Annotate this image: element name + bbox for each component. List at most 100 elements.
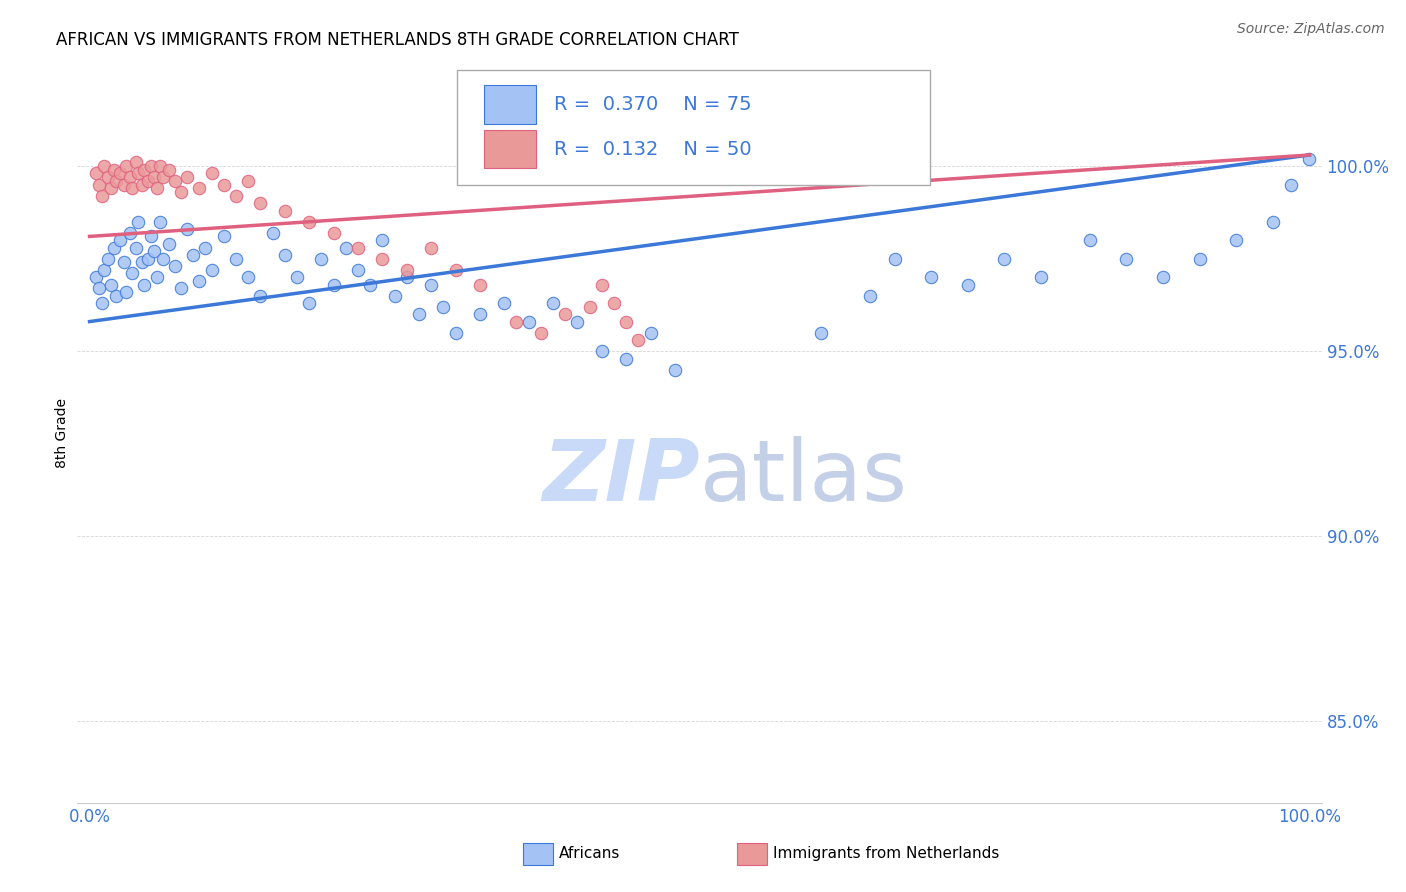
Point	[112, 178, 135, 192]
Point	[127, 214, 149, 228]
Point	[273, 248, 295, 262]
Point	[371, 252, 394, 266]
Point	[273, 203, 295, 218]
Point	[125, 155, 148, 169]
Point	[322, 277, 344, 292]
Point	[89, 178, 111, 192]
Text: R =  0.370    N = 75: R = 0.370 N = 75	[554, 95, 752, 114]
Point	[1115, 252, 1137, 266]
Point	[145, 270, 167, 285]
Point	[505, 315, 527, 329]
Text: Immigrants from Netherlands: Immigrants from Netherlands	[773, 847, 1000, 862]
Point	[640, 326, 662, 340]
Text: AFRICAN VS IMMIGRANTS FROM NETHERLANDS 8TH GRADE CORRELATION CHART: AFRICAN VS IMMIGRANTS FROM NETHERLANDS 8…	[56, 31, 740, 49]
Point	[444, 262, 467, 277]
Point	[225, 252, 247, 266]
Point	[152, 252, 174, 266]
Point	[89, 281, 111, 295]
Point	[322, 226, 344, 240]
Point	[131, 255, 153, 269]
Point	[249, 196, 271, 211]
Point	[1152, 270, 1174, 285]
Point	[143, 170, 166, 185]
Text: ZIP: ZIP	[541, 435, 700, 518]
Point	[347, 262, 370, 277]
Point	[115, 159, 138, 173]
Point	[188, 274, 211, 288]
Point	[249, 288, 271, 302]
Point	[136, 252, 159, 266]
Point	[347, 241, 370, 255]
Point	[614, 351, 637, 366]
Point	[420, 241, 443, 255]
Point	[163, 259, 186, 273]
Point	[236, 270, 259, 285]
Point	[157, 236, 180, 251]
Point	[420, 277, 443, 292]
Point	[118, 226, 141, 240]
Point	[432, 300, 454, 314]
Point	[408, 307, 430, 321]
Point	[311, 252, 333, 266]
Point	[188, 181, 211, 195]
Point	[395, 262, 418, 277]
Point	[285, 270, 308, 285]
Point	[194, 241, 217, 255]
Point	[176, 170, 198, 185]
Point	[1188, 252, 1211, 266]
Point	[103, 241, 125, 255]
Point	[176, 222, 198, 236]
Point	[541, 296, 564, 310]
Point	[170, 281, 193, 295]
Text: R =  0.132    N = 50: R = 0.132 N = 50	[554, 139, 752, 159]
Point	[468, 277, 491, 292]
Point	[105, 174, 128, 188]
Point	[1298, 152, 1320, 166]
Point	[1279, 178, 1302, 192]
Point	[115, 285, 138, 299]
Point	[591, 344, 613, 359]
Point	[567, 315, 589, 329]
Point	[627, 333, 650, 347]
Point	[181, 248, 204, 262]
Point	[262, 226, 284, 240]
Point	[97, 170, 120, 185]
Text: Source: ZipAtlas.com: Source: ZipAtlas.com	[1237, 22, 1385, 37]
Point	[149, 214, 172, 228]
Point	[468, 307, 491, 321]
Point	[90, 188, 112, 202]
Point	[371, 233, 394, 247]
Point	[93, 262, 115, 277]
Point	[131, 178, 153, 192]
Point	[121, 267, 143, 281]
Y-axis label: 8th Grade: 8th Grade	[55, 398, 69, 467]
Point	[149, 159, 172, 173]
Point	[384, 288, 406, 302]
Point	[212, 178, 235, 192]
Point	[883, 252, 905, 266]
Point	[517, 315, 540, 329]
Point	[298, 296, 321, 310]
Point	[93, 159, 115, 173]
FancyBboxPatch shape	[484, 130, 537, 169]
Point	[200, 167, 222, 181]
Point	[170, 185, 193, 199]
Point	[444, 326, 467, 340]
Point	[200, 262, 222, 277]
Point	[125, 241, 148, 255]
Point	[136, 174, 159, 188]
Point	[993, 252, 1015, 266]
Point	[100, 277, 122, 292]
Point	[359, 277, 381, 292]
Point	[578, 300, 600, 314]
Point	[810, 326, 832, 340]
Point	[108, 233, 131, 247]
Point	[90, 296, 112, 310]
Point	[84, 270, 107, 285]
Point	[134, 277, 156, 292]
Point	[108, 167, 131, 181]
Point	[664, 362, 686, 376]
Point	[298, 214, 321, 228]
FancyBboxPatch shape	[523, 843, 553, 865]
Point	[1261, 214, 1284, 228]
